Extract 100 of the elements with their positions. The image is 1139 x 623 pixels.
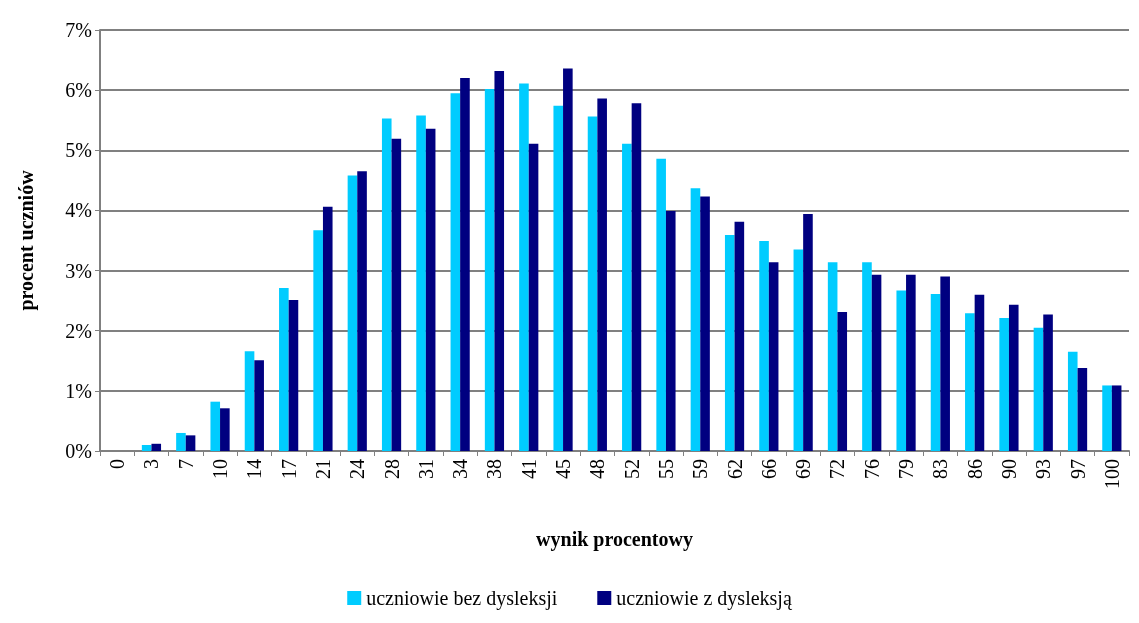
y-tick-label: 5% <box>65 139 92 162</box>
y-tick-label: 0% <box>65 440 92 462</box>
bar <box>141 444 152 451</box>
x-tick-label: 69 <box>792 459 815 479</box>
bar <box>862 262 872 451</box>
y-tick-label: 2% <box>65 319 92 342</box>
bar <box>220 408 230 451</box>
bar <box>1008 304 1019 451</box>
bar <box>322 206 333 451</box>
bar <box>665 211 676 451</box>
x-tick-label: 100 <box>1100 459 1123 489</box>
bar <box>974 294 985 451</box>
bar <box>313 230 323 451</box>
x-tick-label: 76 <box>860 459 883 479</box>
legend-label: uczniowie z dysleksją <box>616 587 793 610</box>
bar <box>930 294 941 451</box>
bar <box>906 274 916 451</box>
bar <box>460 78 470 451</box>
x-tick-label: 31 <box>414 459 437 479</box>
bar <box>1102 385 1112 451</box>
bar <box>803 214 813 451</box>
y-tick-label: 3% <box>65 259 92 282</box>
bar <box>827 262 838 451</box>
bar <box>837 312 848 451</box>
bar <box>244 351 255 451</box>
bar <box>793 249 804 451</box>
bar <box>965 313 975 451</box>
bar <box>391 138 402 451</box>
bar <box>347 175 358 451</box>
x-tick-label: 90 <box>997 459 1020 479</box>
x-tick-label: 72 <box>826 459 849 479</box>
bar <box>528 143 539 451</box>
bar <box>622 143 632 451</box>
x-tick-label: 48 <box>586 459 609 479</box>
bar <box>1077 368 1088 451</box>
bar <box>416 115 426 451</box>
x-tick-label: 28 <box>380 459 403 479</box>
bar <box>1111 385 1122 451</box>
bar <box>871 274 882 451</box>
bar <box>768 262 779 451</box>
bar <box>185 435 196 451</box>
bar <box>690 188 701 451</box>
x-tick-label: 34 <box>449 459 472 479</box>
bar <box>700 196 710 451</box>
bar <box>896 290 907 451</box>
x-tick-label: 3 <box>140 459 163 469</box>
x-tick-label: 79 <box>895 459 918 479</box>
x-tick-label: 97 <box>1066 459 1089 479</box>
bar <box>587 116 598 451</box>
bar <box>940 276 950 451</box>
bar <box>519 83 529 451</box>
x-tick-label: 52 <box>620 459 643 479</box>
x-tick-label: 55 <box>654 459 677 479</box>
bar <box>450 93 461 451</box>
bar <box>381 118 392 451</box>
x-tick-label: 17 <box>277 459 300 479</box>
bar <box>425 128 436 451</box>
bar <box>254 360 264 451</box>
y-tick-label: 7% <box>65 19 92 41</box>
x-tick-label: 10 <box>209 459 232 479</box>
legend-label: uczniowie bez dysleksji <box>366 587 558 610</box>
x-tick-label: 93 <box>1032 459 1055 479</box>
bar <box>734 221 745 451</box>
bar <box>1067 351 1078 451</box>
x-tick-label: 66 <box>757 459 780 479</box>
x-tick-label: 45 <box>552 459 575 479</box>
bar <box>176 432 186 451</box>
x-tick-label: 21 <box>311 459 334 479</box>
x-tick-label: 24 <box>346 459 369 479</box>
x-tick-label: 86 <box>963 459 986 479</box>
y-tick-label: 4% <box>65 199 92 222</box>
bar <box>563 68 573 451</box>
x-tick-label: 7 <box>174 459 197 469</box>
bar <box>759 241 769 451</box>
bar <box>656 158 666 451</box>
bar <box>1033 327 1044 451</box>
bar <box>553 105 564 451</box>
x-tick-label: 0 <box>106 459 129 469</box>
bar <box>1043 314 1053 451</box>
x-tick-label: 14 <box>243 459 266 479</box>
bar <box>279 288 289 451</box>
bar <box>288 300 299 451</box>
x-tick-label: 41 <box>517 459 540 479</box>
y-tick-label: 1% <box>65 379 92 402</box>
y-tick-label: 6% <box>65 79 92 102</box>
x-tick-label: 59 <box>689 459 712 479</box>
x-tick-label: 62 <box>723 459 746 479</box>
bar <box>597 98 607 451</box>
y-axis-title: procent uczniów <box>15 169 38 311</box>
bar <box>494 70 505 451</box>
x-tick-label: 83 <box>929 459 952 479</box>
bar <box>357 171 367 451</box>
bar <box>724 235 735 451</box>
x-tick-label: 38 <box>483 459 506 479</box>
bar <box>999 318 1009 451</box>
bar <box>631 103 642 451</box>
bar <box>484 88 495 451</box>
x-axis-title: wynik procentowy <box>536 528 693 551</box>
bar <box>210 401 221 451</box>
bar <box>151 443 162 451</box>
